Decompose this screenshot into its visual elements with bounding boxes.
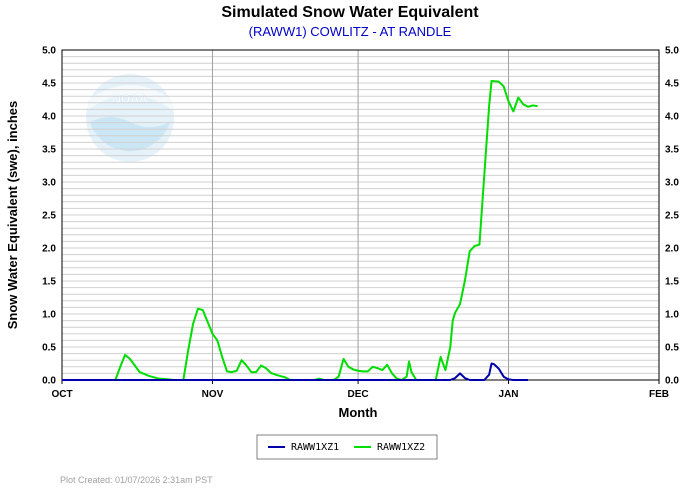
series-line-raww1xz2: [62, 80, 538, 381]
x-tick-label: DEC: [348, 389, 369, 400]
y-tick-label-right: 4.5: [665, 79, 679, 90]
y-tick-label-right: 1.0: [665, 310, 679, 321]
x-axis-label: Month: [339, 405, 378, 420]
y-tick-label: 4.0: [42, 112, 56, 123]
watermark-text: NOAA: [112, 92, 148, 106]
series-layer: [62, 80, 538, 381]
x-tick-label: NOV: [202, 389, 224, 400]
plot-created-footer: Plot Created: 01/07/2026 2:31am PST: [60, 475, 213, 485]
y-tick-label: 0.5: [42, 343, 56, 354]
y-tick-label-right: 3.0: [665, 178, 679, 189]
series-line-raww1xz1: [62, 362, 528, 381]
y-tick-label: 2.5: [42, 211, 56, 222]
y-tick-label-right: 1.5: [665, 277, 679, 288]
y-tick-label-right: 3.5: [665, 145, 679, 156]
y-tick-label-right: 4.0: [665, 112, 679, 123]
legend-label-raww1xz1: RAWW1XZ1: [291, 442, 339, 453]
y-axis-left: 0.0 0.5 1.0 1.5 2.0 2.5 3.0 3.5 4.0 4.5 5.0: [42, 46, 56, 387]
x-axis: OCT NOV DEC JAN FEB: [51, 380, 669, 400]
chart-subtitle: (RAWW1) COWLITZ - AT RANDLE: [249, 24, 452, 39]
x-tick-label: JAN: [499, 389, 519, 400]
y-tick-label-right: 2.0: [665, 244, 679, 255]
y-axis-right: 0.0 0.5 1.0 1.5 2.0 2.5 3.0 3.5 4.0 4.5 5.0: [665, 46, 679, 387]
chart-title: Simulated Snow Water Equivalent: [221, 4, 479, 21]
y-tick-label: 0.0: [42, 376, 56, 387]
y-tick-label: 3.5: [42, 145, 56, 156]
y-tick-label-right: 0.5: [665, 343, 679, 354]
y-tick-label: 1.5: [42, 277, 56, 288]
y-tick-label-right: 0.0: [665, 376, 679, 387]
y-tick-label: 5.0: [42, 46, 56, 57]
y-tick-label-right: 2.5: [665, 211, 679, 222]
y-axis-label: Snow Water Equivalent (swe), inches: [5, 101, 20, 330]
legend-box: [256, 434, 438, 460]
y-tick-label: 2.0: [42, 244, 56, 255]
legend-label-raww1xz2: RAWW1XZ2: [377, 442, 425, 453]
y-tick-label-right: 5.0: [665, 46, 679, 57]
y-tick-label: 1.0: [42, 310, 56, 321]
x-tick-label: FEB: [649, 389, 669, 400]
y-tick-label: 3.0: [42, 178, 56, 189]
y-tick-label: 4.5: [42, 79, 56, 90]
legend: RAWW1XZ1 RAWW1XZ2: [256, 434, 438, 460]
x-tick-label: OCT: [51, 389, 72, 400]
